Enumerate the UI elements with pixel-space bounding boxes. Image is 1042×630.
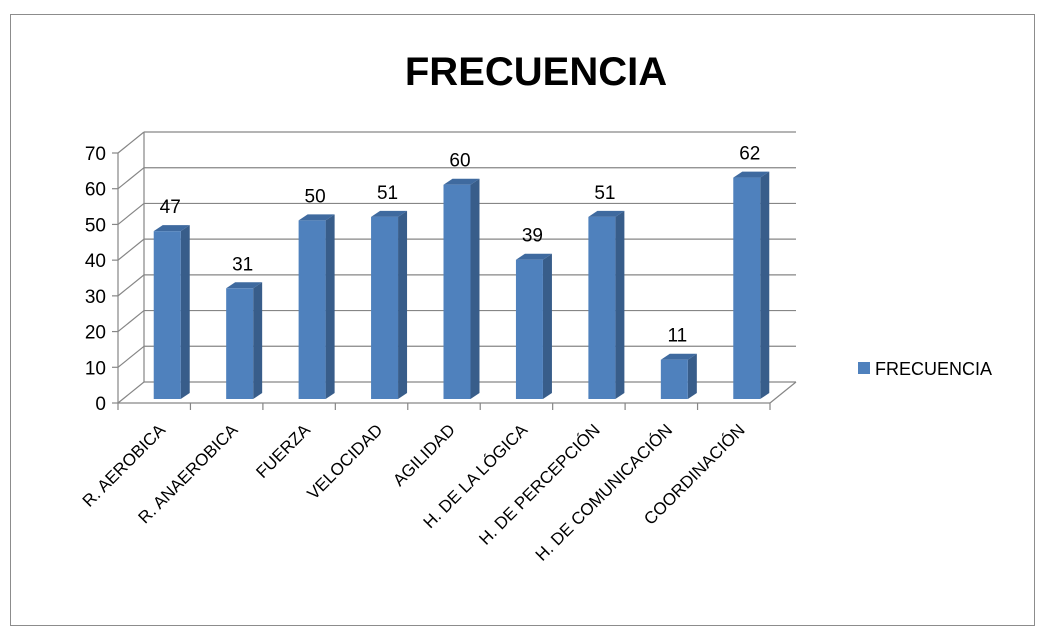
bar: 51 [588, 183, 625, 399]
bar-front [443, 184, 471, 399]
y-tick-label: 0 [95, 394, 106, 415]
y-tick-label: 70 [85, 144, 106, 165]
data-label: 62 [739, 144, 760, 165]
legend: FRECUENCIA [858, 359, 992, 379]
bar: 39 [515, 226, 552, 399]
gridline-side [117, 238, 145, 261]
data-label: 51 [594, 183, 615, 204]
y-axis-ticks: 0 10 20 30 40 50 60 70 [85, 144, 118, 415]
bar-front [371, 216, 399, 399]
gridline-side [117, 167, 145, 190]
bar-front [733, 177, 761, 399]
bar-front [588, 216, 616, 399]
bar-side [398, 210, 408, 399]
bar-side [687, 353, 697, 399]
bar: 47 [153, 197, 190, 399]
bar-top [443, 178, 480, 185]
chart-title: FRECUENCIA [405, 50, 667, 94]
floor-right-edge [769, 381, 797, 404]
bar-top [371, 210, 408, 217]
x-tick-label: H. DE COMUNICACIÓN [532, 420, 676, 564]
y-tick-label: 30 [85, 287, 106, 308]
gridline-side [117, 131, 145, 154]
data-label: 60 [449, 151, 470, 172]
y-tick-label: 50 [85, 215, 106, 236]
bar-side [325, 214, 335, 399]
bar-front [515, 259, 543, 399]
bar: 31 [226, 254, 263, 399]
bar-top [153, 225, 190, 232]
bar-front [298, 220, 326, 399]
bar-top [733, 171, 770, 178]
data-label: 50 [305, 186, 326, 207]
legend-label: FRECUENCIA [875, 359, 992, 379]
bar-top [515, 253, 552, 260]
bar-top [298, 214, 335, 221]
legend-swatch [858, 362, 870, 374]
gridline-side [117, 274, 145, 297]
x-tick-label: H. DE PERCEPCIÓN [475, 420, 603, 548]
bar-front [660, 359, 688, 399]
data-label: 31 [232, 254, 253, 275]
chart-frame: FRECUENCIA 0 10 20 30 40 50 60 70 47 31 50 51 60 39 5… [10, 14, 1035, 626]
bar-side [180, 225, 190, 399]
y-tick-label: 10 [85, 358, 106, 379]
bars: 47 31 50 51 60 39 51 11 62 [153, 144, 770, 399]
x-tick-label: AGILIDAD [389, 420, 459, 490]
y-tick-label: 20 [85, 323, 106, 344]
bar-front [153, 231, 181, 399]
gridline-side [117, 202, 145, 225]
bar-chart: FRECUENCIA 0 10 20 30 40 50 60 70 47 31 50 51 60 39 5… [79, 50, 992, 565]
gridline-side [117, 310, 145, 333]
bar: 51 [371, 183, 408, 399]
bar: 62 [733, 144, 770, 399]
bar-side [542, 253, 552, 399]
bar: 50 [298, 186, 335, 399]
data-label: 39 [522, 226, 543, 247]
data-label: 11 [667, 326, 687, 347]
data-label: 51 [377, 183, 398, 204]
data-label: 47 [160, 197, 181, 218]
bar-top [226, 282, 263, 289]
bar-top [588, 210, 625, 217]
y-tick-label: 60 [85, 180, 106, 201]
bar-side [470, 178, 480, 399]
bar-side [760, 171, 770, 399]
y-tick-label: 40 [85, 251, 106, 272]
gridline-side [117, 345, 145, 368]
bar-side [615, 210, 625, 399]
bar-side [253, 282, 263, 399]
x-tick-label: VELOCIDAD [303, 420, 386, 503]
bar-front [226, 288, 254, 399]
gridline-side [117, 381, 145, 404]
bar: 60 [443, 151, 480, 399]
bar-top [660, 353, 697, 360]
x-tick-label: FUERZA [252, 420, 314, 482]
bar: 11 [660, 326, 697, 399]
